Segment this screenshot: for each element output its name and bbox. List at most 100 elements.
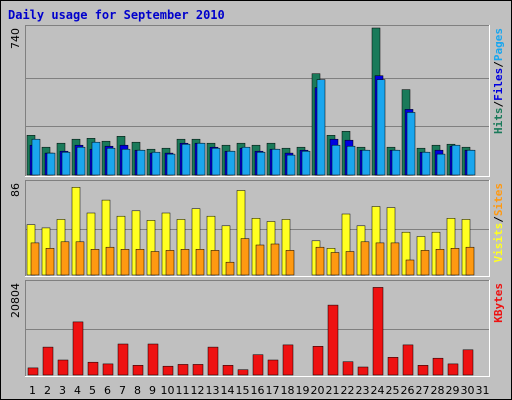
series-sites [30, 238, 475, 276]
x-tick-label: 25 [386, 384, 400, 397]
series-kbytes [27, 287, 474, 376]
panel-kbytes: 20804 KBytes [9, 280, 505, 377]
x-tick-label: 31 [476, 384, 490, 397]
x-tick-label: 23 [356, 384, 370, 397]
x-tick-label: 11 [176, 384, 190, 397]
bar-pages-day-4 [76, 146, 86, 176]
bar-kbytes-day-27 [417, 365, 429, 376]
legend-hits-files-pages: Hits/Files/Pages [492, 28, 505, 134]
bar-kbytes-day-29 [447, 363, 459, 376]
bar-kbytes-day-26 [402, 344, 414, 376]
x-tick-label: 12 [191, 384, 205, 397]
bar-kbytes-day-4 [72, 321, 84, 376]
bar-kbytes-day-11 [177, 364, 189, 376]
bar-kbytes-day-20 [312, 346, 324, 376]
bar-pages-day-20 [316, 79, 326, 176]
bar-kbytes-day-13 [207, 346, 219, 376]
bar-kbytes-day-30 [462, 349, 474, 376]
bar-sites-day-4 [75, 241, 85, 276]
chart-title: Daily usage for September 2010 [8, 8, 225, 22]
bar-pages-day-8 [136, 149, 146, 176]
bar-sites-day-6 [105, 246, 115, 276]
bar-pages-day-24 [376, 79, 386, 176]
bar-pages-day-13 [211, 147, 221, 176]
x-tick-label: 4 [74, 384, 81, 397]
bar-sites-day-16 [255, 244, 265, 276]
bar-sites-day-20 [315, 246, 325, 276]
bar-pages-day-5 [91, 141, 101, 176]
x-tick-label: 30 [461, 384, 475, 397]
x-tick-label: 18 [281, 384, 295, 397]
bar-kbytes-day-9 [147, 343, 159, 376]
x-tick-label: 22 [341, 384, 355, 397]
bar-kbytes-day-5 [87, 361, 99, 376]
bar-pages-day-23 [361, 149, 371, 176]
bar-kbytes-day-8 [132, 365, 144, 376]
bar-sites-day-22 [345, 251, 355, 276]
bar-kbytes-day-21 [327, 304, 339, 376]
bar-sites-day-15 [240, 238, 250, 276]
bar-sites-day-25 [390, 242, 400, 276]
bar-pages-day-11 [181, 143, 191, 176]
bar-sites-day-8 [135, 249, 145, 276]
bar-pages-day-22 [346, 145, 356, 176]
legend-entry: / [492, 101, 505, 108]
legend-kbytes: KBytes [492, 283, 505, 323]
bar-kbytes-day-28 [432, 357, 444, 376]
x-tick-label: 5 [89, 384, 96, 397]
bar-sites-day-3 [60, 241, 70, 276]
bar-sites-day-14 [225, 261, 235, 276]
x-tick-label: 21 [326, 384, 340, 397]
bar-pages-day-2 [46, 152, 56, 176]
bar-pages-day-25 [391, 149, 401, 176]
bar-sites-day-1 [30, 242, 40, 276]
panel-visits-sites: 86 Visits/Sites [9, 180, 505, 277]
x-tick-label: 17 [266, 384, 280, 397]
legend-entry: Visits [492, 223, 505, 263]
bar-pages-day-3 [61, 151, 71, 176]
legend-entry: KBytes [492, 283, 505, 323]
bar-kbytes-day-10 [162, 365, 174, 376]
bar-sites-day-9 [150, 251, 160, 276]
x-tick-label: 28 [431, 384, 445, 397]
x-tick-label: 8 [134, 384, 141, 397]
legend-entry: Pages [492, 28, 505, 61]
x-tick-label: 15 [236, 384, 250, 397]
bar-pages-day-29 [451, 144, 461, 176]
legend-entry: Sites [492, 183, 505, 216]
legend-visits-sites: Visits/Sites [492, 183, 505, 263]
bar-sites-day-5 [90, 249, 100, 276]
bar-pages-day-30 [466, 149, 476, 176]
bar-pages-day-1 [31, 138, 41, 176]
bar-kbytes-day-15 [237, 369, 249, 376]
bar-kbytes-day-17 [267, 359, 279, 376]
bar-sites-day-7 [120, 249, 130, 276]
bar-sites-day-10 [165, 250, 175, 276]
bar-pages-day-26 [406, 112, 416, 176]
bar-kbytes-day-1 [27, 367, 39, 376]
legend-entry: / [492, 216, 505, 223]
bar-pages-day-18 [286, 154, 296, 176]
bar-sites-day-27 [420, 250, 430, 276]
bar-kbytes-day-3 [57, 359, 69, 376]
bar-kbytes-day-18 [282, 344, 294, 376]
x-tick-label: 1 [29, 384, 36, 397]
bar-pages-day-16 [256, 151, 266, 176]
bar-kbytes-day-12 [192, 364, 204, 376]
legend-entry: Files [492, 68, 505, 101]
series-pages [31, 79, 476, 176]
x-axis-labels: 1 2 3 4 5 6 7 8 9 10 11 12 13 14 15 16 17 18 19 20 21 22 23 24 2… [29, 384, 490, 397]
bar-pages-day-19 [301, 150, 311, 176]
x-tick-label: 26 [401, 384, 415, 397]
bar-pages-day-27 [421, 151, 431, 176]
bar-pages-day-6 [106, 147, 116, 176]
x-tick-label: 20 [311, 384, 325, 397]
bar-kbytes-day-23 [357, 366, 369, 376]
x-tick-label: 14 [221, 384, 235, 397]
legend-entry: Hits [492, 108, 505, 135]
bar-pages-day-15 [241, 146, 251, 176]
bar-kbytes-day-6 [102, 363, 114, 376]
bar-pages-day-7 [121, 148, 131, 176]
x-tick-label: 9 [149, 384, 156, 397]
